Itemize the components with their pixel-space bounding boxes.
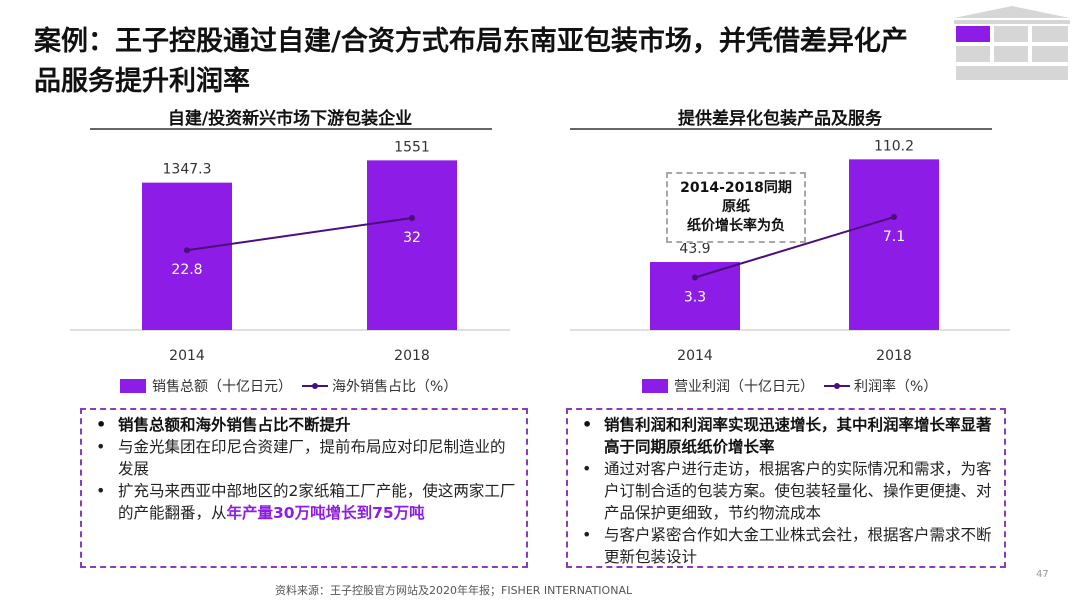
bar-2014 xyxy=(650,262,740,330)
page-number: 47 xyxy=(1036,569,1049,580)
x-tick-label-2018: 2018 xyxy=(876,348,912,364)
right-chart-title: 提供差异化包装产品及服务 xyxy=(678,109,882,129)
right-bullet-1: 销售利润和利润率实现迅速增长，其中利润率增长率显著高于同期原纸纸价增长率 xyxy=(582,414,994,458)
line-value-label-2018: 32 xyxy=(403,230,421,246)
legend-line-label: 海外销售占比（%） xyxy=(332,379,458,395)
left-bullet-2: 与金光集团在印尼合资建厂，提前布局应对印尼制造业的发展 xyxy=(96,436,516,480)
bar-2018 xyxy=(367,160,457,330)
price-growth-callout: 2014-2018同期原纸 纸价增长率为负 xyxy=(666,172,806,243)
line-value-label-2018: 7.1 xyxy=(883,229,905,245)
line-point-2018 xyxy=(891,214,897,221)
bar-2018 xyxy=(849,159,939,330)
left-chart-title: 自建/投资新兴市场下游包装企业 xyxy=(167,109,413,129)
source-note: 资料来源：王子控股官方网站及2020年年报；FISHER INTERNATION… xyxy=(275,584,633,597)
legend-line-key xyxy=(302,383,328,389)
left-chart: 1347.3 2014 1551 2018 22.8 32 xyxy=(70,139,510,364)
line-point-2014 xyxy=(184,247,190,254)
building-logo-icon xyxy=(954,6,1070,80)
right-summary-box: 销售利润和利润率实现迅速增长，其中利润率增长率显著高于同期原纸纸价增长率 通过对… xyxy=(566,408,1006,568)
bar-2014 xyxy=(142,182,232,330)
left-bullet-3-highlight: 年产量30万吨增长到75万吨 xyxy=(226,504,425,522)
right-chart-legend: 营业利润（十亿日元） 利润率（%） xyxy=(642,376,937,396)
legend-bar-swatch xyxy=(120,379,146,393)
line-value-label-2014: 22.8 xyxy=(171,262,202,278)
x-tick-label-2014: 2014 xyxy=(677,348,713,364)
bar-value-label-2014: 43.9 xyxy=(679,241,710,257)
bar-value-label-2014: 1347.3 xyxy=(163,162,212,178)
x-tick-label-2018: 2018 xyxy=(394,348,430,364)
left-bullet-3-text: 扩充马来西亚中部地区的2家纸箱工厂产能，使这两家工厂的产能翻番，从 xyxy=(118,482,516,522)
legend-bar-swatch xyxy=(642,379,668,393)
bar-value-label-2018: 1551 xyxy=(394,139,430,155)
right-bullet-2: 通过对客户进行走访，根据客户的实际情况和需求，为客户订制合适的包装方案。使包装轻… xyxy=(582,458,994,524)
left-summary-box: 销售总额和海外销售占比不断提升 与金光集团在印尼合资建厂，提前布局应对印尼制造业… xyxy=(80,408,528,568)
right-chart-title-rule xyxy=(570,128,992,130)
callout-line-2: 纸价增长率为负 xyxy=(687,218,785,234)
line-series xyxy=(186,217,413,252)
legend-bar-label: 销售总额（十亿日元） xyxy=(152,379,292,395)
left-bullet-1: 销售总额和海外销售占比不断提升 xyxy=(96,414,516,436)
legend-line-key xyxy=(824,383,850,389)
line-series xyxy=(694,216,895,279)
right-bullet-3: 与客户紧密合作如大金工业株式会社，根据客户需求不断更新包装设计 xyxy=(582,524,994,568)
bar-value-label-2018: 110.2 xyxy=(874,138,914,154)
page-title: 案例：王子控股通过自建/合资方式布局东南亚包装市场，并凭借差异化产品服务提升利润… xyxy=(34,26,908,97)
left-chart-legend: 销售总额（十亿日元） 海外销售占比（%） xyxy=(120,376,457,396)
x-tick-label-2014: 2014 xyxy=(169,348,205,364)
line-point-2018 xyxy=(409,215,415,221)
callout-line-1: 2014-2018同期原纸 xyxy=(680,180,792,215)
line-point-2014 xyxy=(692,274,698,281)
legend-bar-label: 营业利润（十亿日元） xyxy=(674,379,814,395)
right-chart: 43.9 2014 110.2 2018 3.3 7.1 xyxy=(570,138,1010,364)
legend-line-label: 利润率（%） xyxy=(854,379,938,395)
line-value-label-2014: 3.3 xyxy=(684,290,706,306)
left-chart-title-rule xyxy=(90,128,492,130)
left-bullet-3: 扩充马来西亚中部地区的2家纸箱工厂产能，使这两家工厂的产能翻番，从年产量30万吨… xyxy=(96,480,516,524)
